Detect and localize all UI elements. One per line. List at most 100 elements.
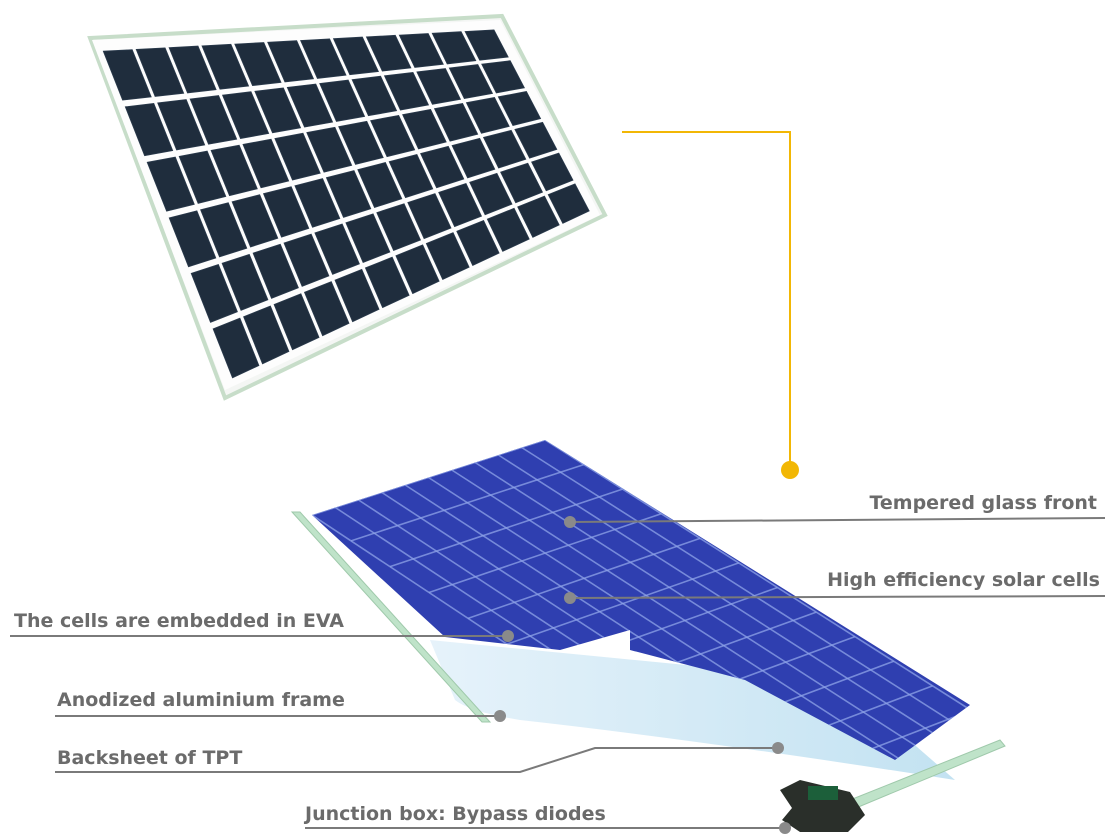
label-solar-cells: High efficiency solar cells bbox=[827, 569, 1100, 591]
connector-dot bbox=[781, 461, 799, 479]
panel-cell bbox=[262, 186, 310, 238]
panel-cell bbox=[231, 194, 279, 248]
panel-cell bbox=[420, 145, 465, 189]
label-eva: The cells are embedded in EVA bbox=[14, 610, 344, 632]
panel-cell bbox=[201, 43, 250, 90]
solar-panel-photo bbox=[87, 13, 608, 401]
junction-box bbox=[780, 780, 865, 832]
panel-cell bbox=[433, 102, 479, 142]
panel-cell bbox=[497, 91, 542, 126]
panel-cell bbox=[531, 152, 574, 192]
panel-cell bbox=[338, 120, 384, 165]
leader-backsheet bbox=[55, 747, 778, 773]
panel-cell bbox=[168, 210, 217, 268]
panel-cell bbox=[243, 305, 290, 365]
panel-cell bbox=[370, 114, 416, 158]
panel-cell bbox=[416, 68, 462, 105]
cell-grid-line bbox=[389, 488, 623, 568]
leader-dots bbox=[494, 516, 791, 834]
leader-tempered-glass bbox=[569, 517, 1105, 523]
panel-cell bbox=[456, 219, 500, 267]
panel-cell bbox=[376, 203, 422, 252]
connector-line bbox=[622, 131, 791, 470]
panel-cell bbox=[319, 79, 366, 122]
panel-cell bbox=[465, 97, 510, 134]
panel-cell bbox=[178, 150, 227, 204]
panel-cell bbox=[334, 268, 380, 323]
panel-cell bbox=[332, 36, 379, 76]
panel-cell bbox=[168, 45, 217, 94]
dot-tempered-glass bbox=[564, 516, 576, 528]
label-junction-box: Junction box: Bypass diodes bbox=[303, 803, 606, 825]
panel-cell bbox=[365, 34, 412, 72]
panel-cell bbox=[314, 223, 360, 275]
panel-cell bbox=[383, 71, 430, 111]
backsheet-layer bbox=[430, 640, 955, 780]
panel-cell bbox=[514, 121, 558, 159]
panel-cell bbox=[464, 29, 509, 61]
panel-cell bbox=[252, 243, 299, 299]
panel-cell bbox=[398, 33, 444, 68]
panel-cell bbox=[146, 156, 195, 212]
panel-cell bbox=[221, 253, 269, 311]
panel-cell bbox=[438, 183, 483, 228]
cell-grid-line bbox=[467, 537, 701, 620]
dot-solar-cells bbox=[564, 592, 576, 604]
label-backsheet: Backsheet of TPT bbox=[57, 747, 242, 769]
panel-cell bbox=[357, 162, 403, 208]
cell-grid-line bbox=[506, 562, 740, 645]
panel-cell bbox=[303, 281, 350, 337]
panel-cell bbox=[402, 108, 447, 150]
panel-cell bbox=[486, 207, 530, 252]
panel-cell bbox=[212, 317, 260, 379]
panel-cell bbox=[286, 83, 334, 128]
leader-solar-cells bbox=[569, 595, 1105, 599]
panel-cell bbox=[451, 137, 496, 179]
panel-cell bbox=[273, 293, 320, 351]
panel-cell bbox=[283, 233, 330, 287]
panel-cell bbox=[234, 42, 282, 87]
panel-cell bbox=[407, 193, 452, 240]
panel-cell bbox=[481, 60, 526, 94]
panel-cell bbox=[395, 244, 440, 295]
panel-cell bbox=[482, 129, 527, 169]
panel-cell bbox=[306, 126, 353, 173]
panel-cell bbox=[190, 264, 238, 323]
panel-cell bbox=[425, 232, 470, 281]
panel-cell bbox=[157, 99, 206, 151]
panel-cell bbox=[102, 49, 152, 101]
exploded-panel-illustration bbox=[290, 440, 1006, 832]
dot-eva bbox=[502, 630, 514, 642]
dot-frame bbox=[494, 710, 506, 722]
label-frame: Anodized aluminium frame bbox=[57, 689, 345, 711]
panel-cell bbox=[325, 170, 372, 218]
panel-cell bbox=[351, 75, 398, 117]
panel-cell bbox=[500, 162, 544, 204]
panel-cell bbox=[431, 31, 477, 65]
frame-edge-left bbox=[290, 511, 492, 723]
label-tempered-glass: Tempered glass front bbox=[869, 492, 1097, 514]
panel-cell bbox=[299, 38, 347, 79]
panel-cell bbox=[210, 144, 258, 197]
panel-cell bbox=[364, 256, 410, 309]
cell-grid-line bbox=[428, 512, 662, 594]
panel-cell bbox=[267, 40, 315, 83]
leader-lines bbox=[10, 517, 1105, 829]
panel-cell bbox=[135, 47, 185, 97]
panel-cell bbox=[345, 213, 391, 264]
dot-backsheet bbox=[772, 742, 784, 754]
panel-cell bbox=[469, 172, 513, 216]
cell-grid-line bbox=[350, 463, 584, 542]
panel-cell bbox=[517, 195, 560, 238]
panel-cell bbox=[254, 87, 302, 134]
panel-cell bbox=[124, 102, 174, 157]
panel-cell bbox=[388, 154, 434, 199]
panel-cell bbox=[189, 95, 238, 145]
panel-cell bbox=[221, 91, 270, 139]
panel-cell bbox=[294, 178, 341, 228]
panel-cell bbox=[448, 64, 494, 100]
dot-junction-box bbox=[779, 822, 791, 834]
panel-cell bbox=[274, 132, 321, 181]
panel-cell bbox=[547, 183, 590, 224]
